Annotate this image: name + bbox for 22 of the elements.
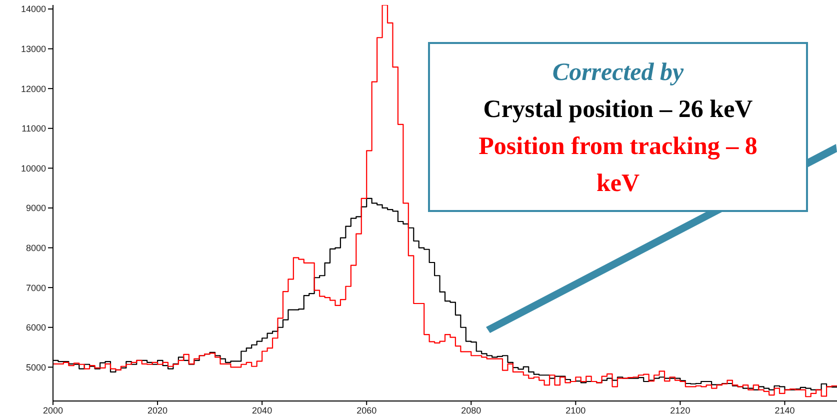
y-tick-label: 11000 bbox=[22, 124, 46, 134]
legend-title: Corrected by bbox=[551, 58, 685, 88]
text: Crystal position – 26 keV bbox=[482, 95, 754, 125]
x-tick-label: 2040 bbox=[252, 405, 272, 416]
y-tick-label: 6000 bbox=[26, 322, 46, 333]
x-tick-label: 2000 bbox=[42, 405, 64, 416]
x-tick-label: 2140 bbox=[774, 405, 795, 416]
y-tick-label: 5000 bbox=[26, 362, 46, 372]
y-tick-label: 7000 bbox=[26, 282, 46, 293]
x-tick-label: 2120 bbox=[670, 405, 690, 416]
y-tick-label: 13000 bbox=[20, 44, 46, 54]
x-tick-label: 2060 bbox=[356, 405, 377, 416]
x-tick-label: 2020 bbox=[148, 405, 168, 416]
y-tick-label: 12000 bbox=[20, 84, 46, 94]
y-tick-label: 10000 bbox=[20, 163, 46, 174]
y-tick-label: 14000 bbox=[20, 4, 46, 14]
y-tick-label: 9000 bbox=[26, 203, 46, 214]
legend-box: Corrected by Crystal position – 26 keV Position from tracking – 8 keV bbox=[428, 42, 808, 212]
x-tick-label: 2080 bbox=[461, 405, 482, 416]
text: Position from tracking – 8 keV bbox=[478, 132, 758, 199]
x-tick-label: 2100 bbox=[566, 405, 586, 416]
y-tick-label: 8000 bbox=[26, 242, 46, 253]
